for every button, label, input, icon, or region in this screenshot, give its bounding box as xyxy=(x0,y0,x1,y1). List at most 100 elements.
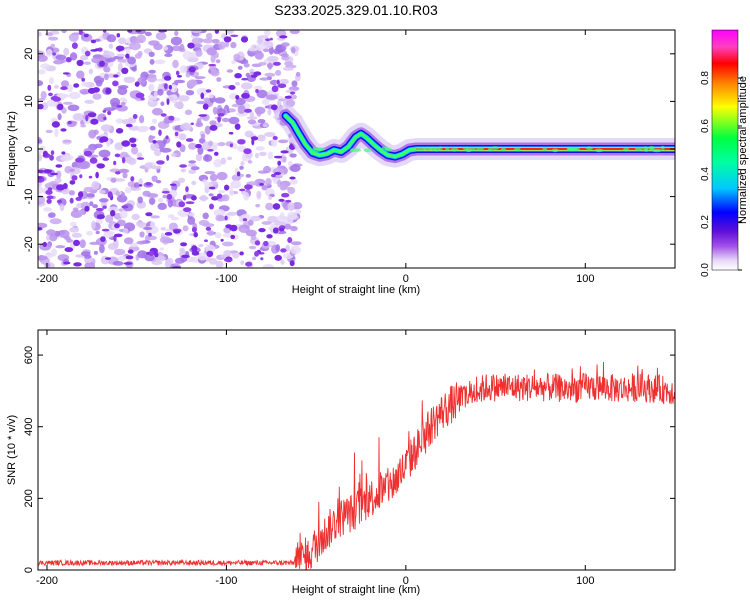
colorbar-tick-label: 0.6 xyxy=(700,119,711,133)
noise-blob xyxy=(262,263,274,268)
noise-peak xyxy=(116,104,123,108)
noise-blob xyxy=(182,225,189,232)
noise-blob xyxy=(206,32,213,40)
noise-peak xyxy=(266,234,273,239)
noise-blob xyxy=(291,47,296,54)
y-tick-label: -10 xyxy=(23,189,35,205)
noise-blob xyxy=(118,208,123,212)
snr-marks xyxy=(38,361,675,570)
noise-blob xyxy=(195,153,203,162)
noise-peak xyxy=(230,34,239,37)
noise-blob xyxy=(220,157,227,165)
noise-peak xyxy=(214,151,219,156)
colorbar-tick-label: 0.2 xyxy=(700,215,711,229)
signal-track xyxy=(274,104,675,168)
noise-blob xyxy=(123,237,134,245)
noise-peak xyxy=(211,196,219,201)
noise-peak xyxy=(113,74,119,78)
y-tick-label: 600 xyxy=(23,346,35,364)
noise-blob xyxy=(148,135,154,143)
noise-blob xyxy=(159,147,172,153)
noise-blob xyxy=(86,230,93,236)
noise-blob xyxy=(230,41,237,49)
noise-blob xyxy=(129,187,142,191)
noise-peak xyxy=(188,66,196,73)
noise-blob xyxy=(137,50,143,57)
snr-series-line xyxy=(38,361,675,570)
noise-blob xyxy=(243,63,250,68)
noise-peak xyxy=(99,60,105,67)
noise-peak xyxy=(38,227,43,231)
noise-peak xyxy=(115,45,125,51)
noise-blob xyxy=(143,226,153,231)
noise-blob xyxy=(68,190,75,196)
noise-blob xyxy=(151,118,158,124)
noise-peak xyxy=(156,160,165,165)
noise-blob xyxy=(265,94,278,100)
noise-peak xyxy=(81,77,86,82)
noise-peak xyxy=(289,91,296,95)
noise-blob xyxy=(216,77,222,82)
noise-blob xyxy=(217,142,226,147)
noise-blob xyxy=(237,65,243,70)
noise-peak xyxy=(60,128,67,132)
noise-blob xyxy=(137,196,143,204)
noise-peak xyxy=(105,257,111,260)
noise-blob xyxy=(88,129,97,139)
noise-blob xyxy=(289,164,301,173)
noise-blob xyxy=(246,116,258,120)
noise-peak xyxy=(73,239,80,247)
noise-blob xyxy=(114,178,126,182)
spectrogram-x-ticks: -200 -100 0 100 xyxy=(36,30,594,285)
noise-blob xyxy=(144,31,152,37)
noise-peak xyxy=(244,184,253,190)
noise-peak xyxy=(207,149,214,152)
noise-blob xyxy=(117,87,128,95)
noise-blob xyxy=(136,34,146,44)
noise-peak xyxy=(289,176,296,180)
noise-peak xyxy=(69,180,76,185)
noise-peak xyxy=(163,75,172,81)
noise-blob xyxy=(63,47,70,56)
noise-peak xyxy=(239,251,244,256)
signal-speck xyxy=(635,146,643,151)
noise-peak xyxy=(134,81,140,87)
noise-blob xyxy=(257,119,266,124)
noise-blob xyxy=(38,80,44,87)
noise-blob xyxy=(203,97,210,102)
noise-peak xyxy=(121,67,129,75)
noise-peak xyxy=(191,245,198,253)
noise-blob xyxy=(226,156,233,161)
noise-blob xyxy=(38,154,43,162)
noise-blob xyxy=(188,169,197,175)
noise-blob xyxy=(228,116,240,125)
noise-blob xyxy=(114,142,124,151)
noise-blob xyxy=(77,160,89,170)
x-tick-label: -100 xyxy=(215,273,237,285)
noise-blob xyxy=(164,53,173,57)
noise-blob xyxy=(248,245,257,250)
noise-blob xyxy=(204,171,216,175)
noise-peak xyxy=(96,163,105,169)
signal-speck xyxy=(476,146,484,151)
noise-blob xyxy=(84,99,95,104)
noise-peak xyxy=(255,89,259,93)
noise-blob xyxy=(280,186,291,190)
noise-blob xyxy=(262,123,269,128)
noise-blob xyxy=(160,227,166,231)
noise-blob xyxy=(38,31,42,37)
noise-blob xyxy=(291,241,302,246)
noise-peak xyxy=(105,87,112,95)
noise-blob xyxy=(214,97,226,104)
noise-peak xyxy=(50,172,58,176)
noise-blob xyxy=(38,139,43,144)
noise-blob xyxy=(267,108,272,116)
noise-blob xyxy=(250,215,261,222)
noise-blob xyxy=(203,154,213,162)
noise-blob xyxy=(150,221,156,228)
noise-peak xyxy=(152,140,157,144)
noise-blob xyxy=(151,107,164,116)
noise-peak xyxy=(276,79,280,85)
noise-peak xyxy=(223,36,232,43)
noise-blob xyxy=(53,59,64,65)
